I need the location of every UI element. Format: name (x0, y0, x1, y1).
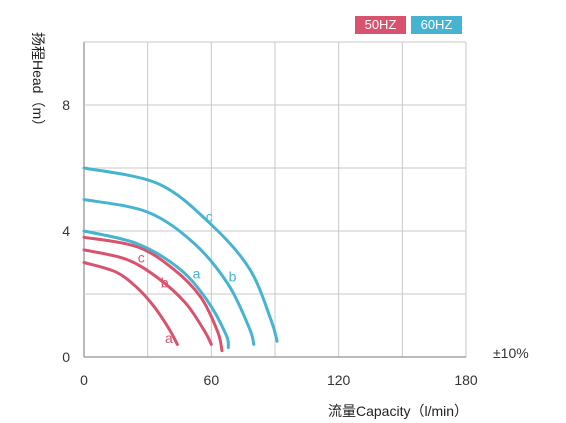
curve-50hz-a (82, 261, 179, 346)
curve-label-60hz-a: a (193, 265, 201, 281)
y-axis-title: 扬程Head（m） (30, 32, 46, 133)
curve-60hz-a (82, 229, 230, 350)
curves (82, 166, 279, 353)
y-tick-label: 8 (62, 97, 70, 113)
curve-label-50hz-c: c (138, 250, 145, 266)
y-tick-label: 4 (62, 223, 70, 239)
x-tick-label: 60 (204, 372, 220, 388)
legend-60hz: 60HZ (411, 16, 462, 34)
curve-label-50hz-a: a (165, 330, 173, 346)
x-tick-label: 180 (454, 372, 478, 388)
curve-label-50hz-b: b (161, 275, 169, 291)
x-tick-label: 0 (80, 372, 88, 388)
x-axis-title: 流量Capacity（l/min） (328, 403, 468, 419)
curve-label-60hz-c: c (206, 209, 213, 225)
x-tick-label: 120 (327, 372, 351, 388)
tolerance-label: ±10% (493, 345, 529, 361)
grid-lines (83, 41, 467, 358)
curve-label-60hz-b: b (229, 268, 237, 284)
curve-50hz-b (82, 248, 213, 346)
y-tick-label: 0 (62, 349, 70, 365)
tick-labels: 0 60 120 180 0 4 8 (62, 97, 478, 388)
curve-60hz-b (82, 198, 256, 346)
curve-50hz-c (82, 235, 224, 353)
legend-50hz: 50HZ (355, 16, 406, 34)
curve-60hz-c (82, 166, 279, 343)
